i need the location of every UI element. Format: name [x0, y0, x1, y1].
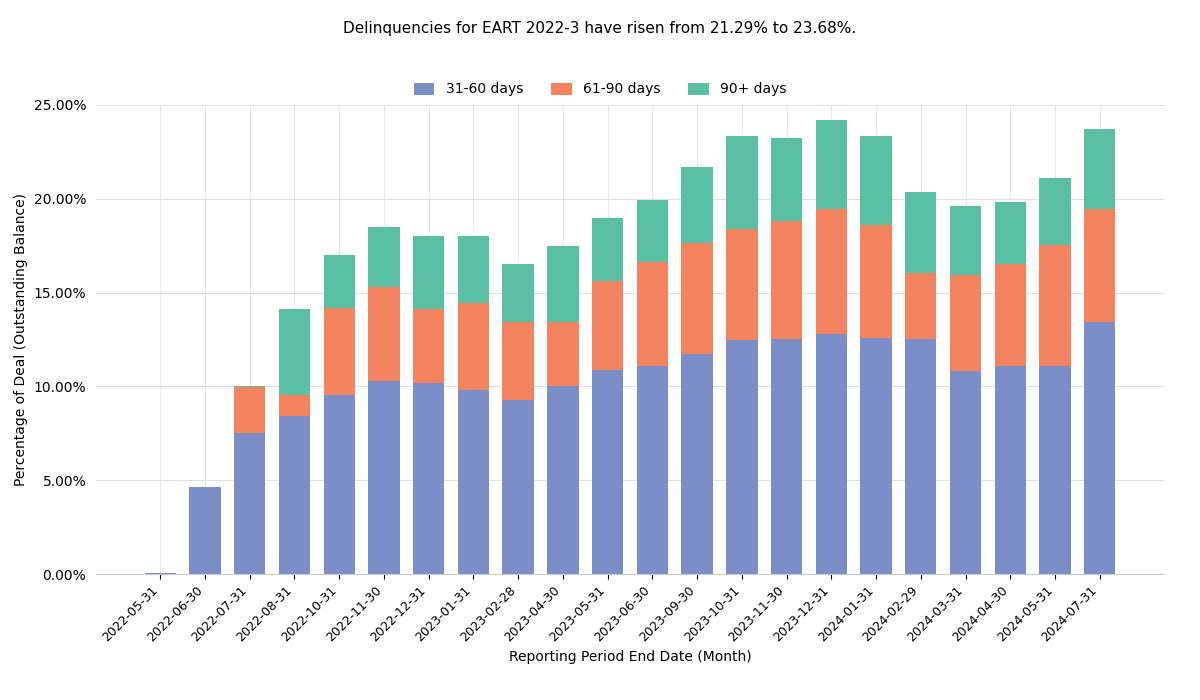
Bar — [234, 386, 265, 387]
Bar — [592, 370, 623, 574]
Bar — [950, 206, 982, 275]
Bar — [860, 337, 892, 574]
Bar — [592, 281, 623, 370]
Bar — [726, 136, 757, 229]
Bar — [368, 381, 400, 574]
Bar — [503, 263, 534, 322]
Bar — [637, 366, 668, 574]
Bar — [816, 120, 847, 209]
Bar — [816, 209, 847, 334]
Bar — [503, 322, 534, 400]
Bar — [770, 339, 803, 574]
Bar — [278, 309, 310, 395]
Bar — [324, 255, 355, 307]
Bar — [995, 202, 1026, 263]
Bar — [1039, 245, 1070, 366]
Bar — [995, 366, 1026, 574]
Bar — [770, 221, 803, 339]
X-axis label: Reporting Period End Date (Month): Reporting Period End Date (Month) — [509, 650, 751, 664]
Bar — [682, 167, 713, 243]
Bar — [726, 340, 757, 574]
Bar — [860, 225, 892, 337]
Bar — [368, 287, 400, 381]
Bar — [860, 136, 892, 225]
Bar — [278, 395, 310, 416]
Bar — [1084, 130, 1116, 209]
Bar — [457, 390, 490, 574]
Bar — [950, 372, 982, 574]
Bar — [1084, 209, 1116, 322]
Y-axis label: Percentage of Deal (Outstanding Balance): Percentage of Deal (Outstanding Balance) — [14, 193, 28, 486]
Bar — [234, 433, 265, 574]
Bar — [234, 387, 265, 433]
Bar — [144, 573, 176, 574]
Bar — [726, 229, 757, 340]
Bar — [995, 263, 1026, 366]
Bar — [1039, 366, 1070, 574]
Bar — [682, 243, 713, 354]
Bar — [905, 339, 936, 574]
Bar — [190, 486, 221, 574]
Bar — [547, 246, 578, 322]
Bar — [950, 275, 982, 372]
Bar — [905, 193, 936, 273]
Bar — [1039, 178, 1070, 245]
Bar — [682, 354, 713, 574]
Bar — [413, 309, 444, 383]
Bar — [592, 218, 623, 281]
Text: Delinquencies for EART 2022-3 have risen from 21.29% to 23.68%.: Delinquencies for EART 2022-3 have risen… — [343, 21, 857, 36]
Bar — [816, 334, 847, 574]
Legend: 31-60 days, 61-90 days, 90+ days: 31-60 days, 61-90 days, 90+ days — [408, 77, 792, 102]
Bar — [637, 262, 668, 366]
Bar — [413, 383, 444, 574]
Bar — [905, 273, 936, 339]
Bar — [278, 416, 310, 574]
Bar — [413, 237, 444, 309]
Bar — [770, 138, 803, 221]
Bar — [368, 227, 400, 287]
Bar — [547, 322, 578, 386]
Bar — [637, 199, 668, 262]
Bar — [457, 303, 490, 390]
Bar — [503, 400, 534, 574]
Bar — [324, 307, 355, 395]
Bar — [324, 395, 355, 574]
Bar — [457, 237, 490, 303]
Bar — [1084, 322, 1116, 574]
Bar — [547, 386, 578, 574]
